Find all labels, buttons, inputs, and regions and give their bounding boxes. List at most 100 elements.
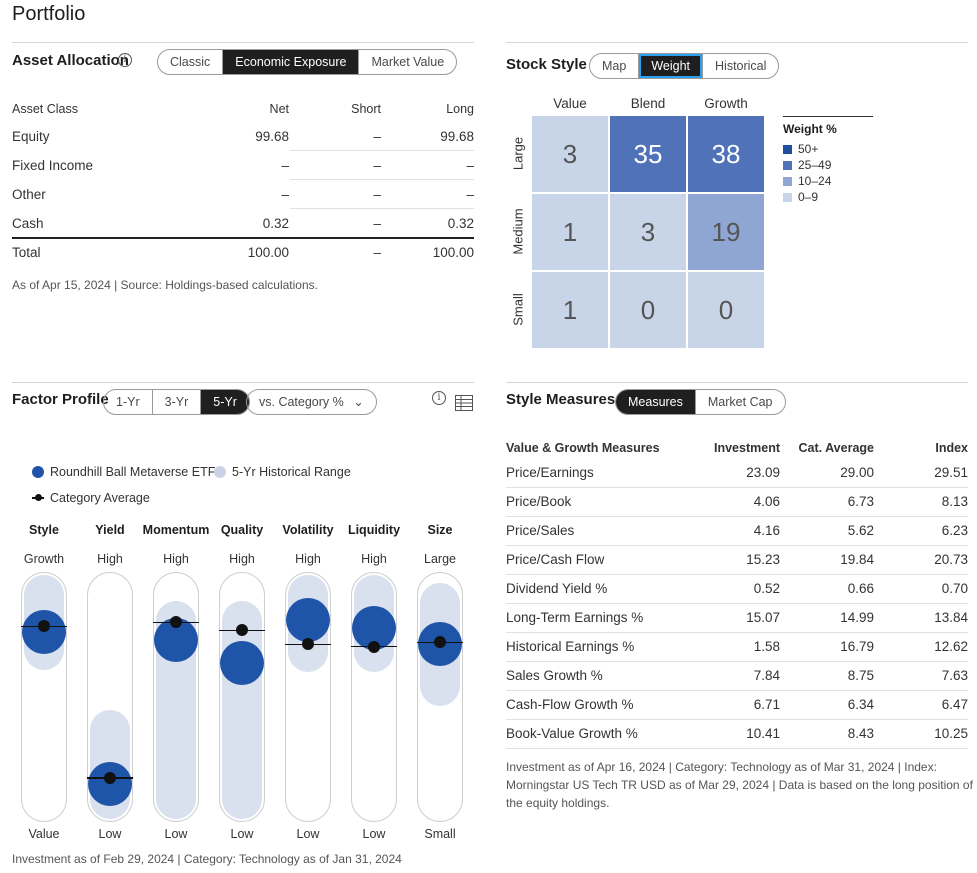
category-average-dot[interactable] [104, 771, 116, 784]
col-header-measure: Value & Growth Measures [506, 441, 660, 455]
style-row-label: Large [510, 136, 526, 171]
style-measures-tabs: Measures Market Cap [615, 389, 786, 415]
investment-legend-label: Roundhill Ball Metaverse ETF [50, 465, 216, 479]
investment-marker[interactable] [286, 598, 330, 643]
tab-3-yr[interactable]: 3-Yr [153, 390, 202, 414]
factor-top-label: High [163, 552, 189, 566]
category-value: 6.34 [847, 697, 874, 712]
style-box-cell[interactable]: 0 [610, 272, 686, 348]
style-box-cell[interactable]: 38 [688, 116, 764, 192]
investment-value: 23.09 [746, 465, 780, 480]
divider [506, 382, 968, 383]
investment-value: 0.52 [753, 581, 780, 596]
comparison-dropdown[interactable]: vs. Category % ⌄ [246, 389, 377, 415]
row-divider [506, 719, 968, 720]
style-box-cell[interactable]: 35 [610, 116, 686, 192]
investment-marker[interactable] [220, 640, 264, 685]
index-value: 12.62 [934, 639, 968, 654]
asset-allocation-note: As of Apr 15, 2024 | Source: Holdings-ba… [12, 278, 318, 292]
factor-bottom-label: Low [164, 827, 188, 841]
measure-label: Price/Earnings [506, 465, 594, 480]
tab-map[interactable]: Map [590, 54, 640, 78]
style-measures-title: Style Measures [506, 391, 616, 408]
row-divider [506, 748, 968, 749]
category-average-dot[interactable] [368, 640, 380, 653]
factor-profile-title: Factor Profile [12, 391, 109, 408]
category-value: 14.99 [840, 610, 874, 625]
measure-label: Price/Sales [506, 523, 575, 538]
index-value: 6.23 [941, 523, 968, 538]
table-view-icon[interactable] [455, 395, 473, 411]
tab-5-yr[interactable]: 5-Yr [201, 390, 249, 414]
index-value: 20.73 [934, 552, 968, 567]
legend-label: 0–9 [798, 190, 819, 204]
factor-top-label: High [295, 552, 321, 566]
tab-weight[interactable]: Weight [639, 54, 704, 78]
index-value: 8.13 [941, 494, 968, 509]
short-value: – [373, 216, 381, 231]
tab-measures[interactable]: Measures [616, 390, 696, 414]
row-label: Fixed Income [12, 158, 94, 173]
col-header-net: Net [269, 102, 289, 116]
style-box-cell[interactable]: 1 [532, 194, 608, 270]
row-divider [506, 545, 968, 546]
total-rule [12, 237, 474, 239]
category-average-dot[interactable] [302, 638, 314, 651]
style-box-cell[interactable]: 0 [688, 272, 764, 348]
factor-period-tabs: 1-Yr 3-Yr 5-Yr [103, 389, 250, 415]
legend-swatch [783, 144, 792, 154]
factor-name: Quality [220, 523, 264, 537]
tab-economic-exposure[interactable]: Economic Exposure [223, 50, 360, 74]
category-value: 29.00 [840, 465, 874, 480]
tab-historical[interactable]: Historical [715, 59, 767, 73]
factor-bottom-label: Value [28, 827, 60, 841]
style-box-cell[interactable]: 3 [610, 194, 686, 270]
investment-marker[interactable] [22, 610, 66, 655]
page-title: Portfolio [12, 3, 86, 25]
tab-1-yr[interactable]: 1-Yr [104, 390, 153, 414]
tab-classic[interactable]: Classic [158, 50, 224, 74]
info-icon[interactable]: i [118, 53, 132, 67]
style-box-cell[interactable]: 19 [688, 194, 764, 270]
stock-style-tabs: Map Weight Historical [589, 53, 780, 79]
style-measures-note-line: Morningstar US Tech TR USD as of Mar 29,… [506, 778, 973, 792]
category-average-dot[interactable] [170, 616, 182, 629]
row-divider [506, 661, 968, 662]
investment-value: 4.06 [753, 494, 780, 509]
row-divider [506, 487, 968, 488]
asset-allocation-title: Asset Allocation [12, 52, 129, 69]
investment-marker[interactable] [88, 761, 132, 806]
style-box-cell[interactable]: 3 [532, 116, 608, 192]
tab-market-cap[interactable]: Market Cap [707, 395, 773, 409]
weight-legend-item: 0–9 [783, 190, 818, 204]
net-value: – [281, 158, 289, 173]
category-average-dot[interactable] [434, 636, 446, 649]
category-legend-dot [35, 494, 42, 501]
info-icon[interactable]: i [432, 391, 446, 405]
style-box-cell[interactable]: 1 [532, 272, 608, 348]
short-value: – [373, 129, 381, 144]
row-divider [506, 603, 968, 604]
row-divider [506, 516, 968, 517]
factor-top-label: High [229, 552, 255, 566]
factor-note: Investment as of Feb 29, 2024 | Category… [12, 852, 402, 866]
tab-market-value[interactable]: Market Value [371, 55, 445, 69]
style-row-label: Medium [510, 208, 526, 255]
index-value: 10.25 [934, 726, 968, 741]
legend-swatch [783, 160, 792, 170]
short-value: – [373, 158, 381, 173]
investment-value: 10.41 [746, 726, 780, 741]
stock-style-title: Stock Style [506, 56, 587, 73]
factor-track [153, 572, 199, 822]
style-column-label: Growth [704, 96, 748, 111]
total-net: 100.00 [247, 245, 289, 260]
legend-label: 10–24 [798, 174, 832, 188]
weight-legend-item: 10–24 [783, 174, 831, 188]
col-header-long: Long [446, 102, 474, 116]
row-label: Cash [12, 216, 44, 231]
factor-top-label: High [97, 552, 123, 566]
index-value: 29.51 [934, 465, 968, 480]
category-average-dot[interactable] [38, 620, 50, 633]
measure-label: Long-Term Earnings % [506, 610, 644, 625]
category-average-dot[interactable] [236, 624, 248, 637]
